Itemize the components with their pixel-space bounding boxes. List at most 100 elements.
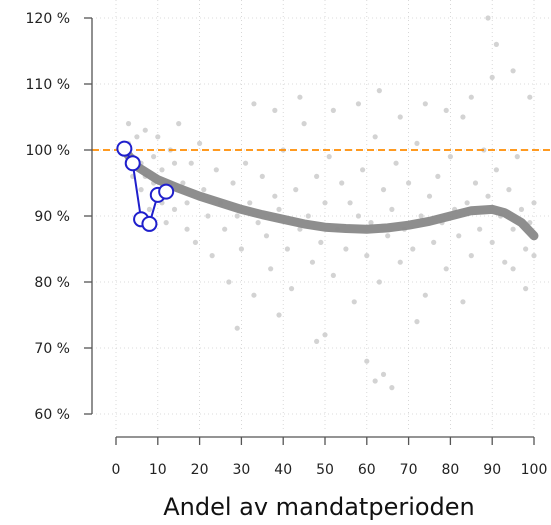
background-point	[393, 160, 399, 166]
background-point	[468, 94, 474, 100]
background-point	[485, 15, 491, 21]
y-tick-label: 70 %	[34, 341, 70, 357]
background-point	[326, 154, 332, 160]
background-point	[422, 292, 428, 298]
background-point	[489, 74, 495, 80]
background-point	[343, 246, 349, 252]
y-tick-label: 100 %	[26, 143, 70, 159]
background-point	[205, 213, 211, 219]
background-point	[230, 180, 236, 186]
background-point	[171, 160, 178, 166]
background-point	[435, 173, 441, 179]
background-point	[251, 292, 257, 298]
background-point	[234, 213, 240, 219]
background-point	[163, 220, 169, 226]
background-point	[477, 226, 483, 232]
grid-lines	[96, 0, 551, 429]
background-point	[142, 127, 148, 133]
background-point	[138, 187, 144, 193]
background-point	[125, 121, 132, 127]
background-point	[242, 160, 249, 166]
background-point	[209, 253, 215, 259]
background-point	[397, 114, 403, 120]
background-point	[472, 180, 479, 186]
highlight-series-point	[141, 215, 158, 232]
background-point	[155, 134, 161, 140]
background-point	[305, 213, 311, 219]
x-tick-label: 80	[441, 462, 459, 478]
highlight-series-point	[158, 183, 175, 200]
y-tick-label: 60 %	[34, 407, 70, 423]
background-point	[188, 160, 194, 166]
x-tick-label: 10	[149, 462, 167, 478]
background-point	[389, 385, 395, 391]
background-point	[414, 319, 420, 325]
background-point	[146, 206, 153, 212]
background-point	[351, 299, 357, 305]
background-point	[192, 239, 199, 245]
background-point	[322, 332, 328, 338]
background-point	[314, 338, 320, 344]
background-point	[213, 167, 219, 173]
background-point	[247, 200, 253, 206]
background-point	[276, 312, 282, 318]
background-point	[364, 358, 370, 364]
background-point	[397, 259, 403, 265]
x-axis-title: Andel av mandatperioden	[163, 493, 475, 521]
background-point	[368, 220, 374, 226]
background-point	[422, 101, 428, 107]
background-point	[272, 193, 278, 199]
background-point	[468, 253, 474, 259]
background-point	[330, 107, 336, 113]
background-point	[301, 121, 307, 127]
background-point	[431, 239, 437, 245]
background-point	[159, 167, 165, 173]
background-point	[284, 246, 290, 252]
background-point	[418, 213, 424, 219]
x-tick-label: 70	[400, 462, 418, 478]
background-point	[293, 187, 299, 193]
background-point	[176, 121, 182, 127]
background-point	[456, 233, 462, 239]
background-point	[234, 325, 240, 331]
background-point	[355, 213, 362, 219]
background-point	[510, 266, 516, 272]
background-point	[514, 154, 520, 160]
background-point	[523, 246, 529, 252]
x-tick-label: 0	[112, 462, 121, 478]
trend-line-path	[119, 145, 539, 241]
background-point	[263, 233, 270, 239]
background-point	[339, 180, 345, 186]
x-tick-label: 30	[232, 462, 250, 478]
background-point	[510, 68, 516, 74]
x-tick-label: 50	[316, 462, 334, 478]
background-point	[184, 200, 190, 206]
background-point	[447, 154, 453, 160]
highlight-series	[116, 140, 175, 232]
background-point	[460, 299, 466, 305]
background-point	[510, 226, 516, 232]
background-point	[322, 200, 328, 206]
background-point	[376, 279, 382, 285]
background-point	[464, 200, 470, 206]
background-point	[360, 167, 366, 173]
y-tick-label: 80 %	[34, 275, 70, 291]
y-tick-label: 120 %	[26, 11, 70, 27]
background-point	[297, 94, 303, 100]
background-point	[184, 226, 190, 232]
background-point	[502, 259, 508, 265]
background-point	[460, 114, 466, 120]
background-point	[493, 167, 499, 173]
background-point	[171, 206, 178, 212]
background-point	[318, 239, 324, 245]
background-point	[406, 180, 412, 186]
background-point	[276, 206, 282, 212]
background-point	[314, 173, 320, 179]
background-point	[268, 266, 274, 272]
background-point	[410, 246, 416, 252]
background-point	[201, 187, 207, 193]
background-point	[493, 41, 499, 48]
background-point	[364, 253, 370, 259]
background-point	[297, 226, 303, 232]
highlight-series-point	[116, 140, 133, 157]
